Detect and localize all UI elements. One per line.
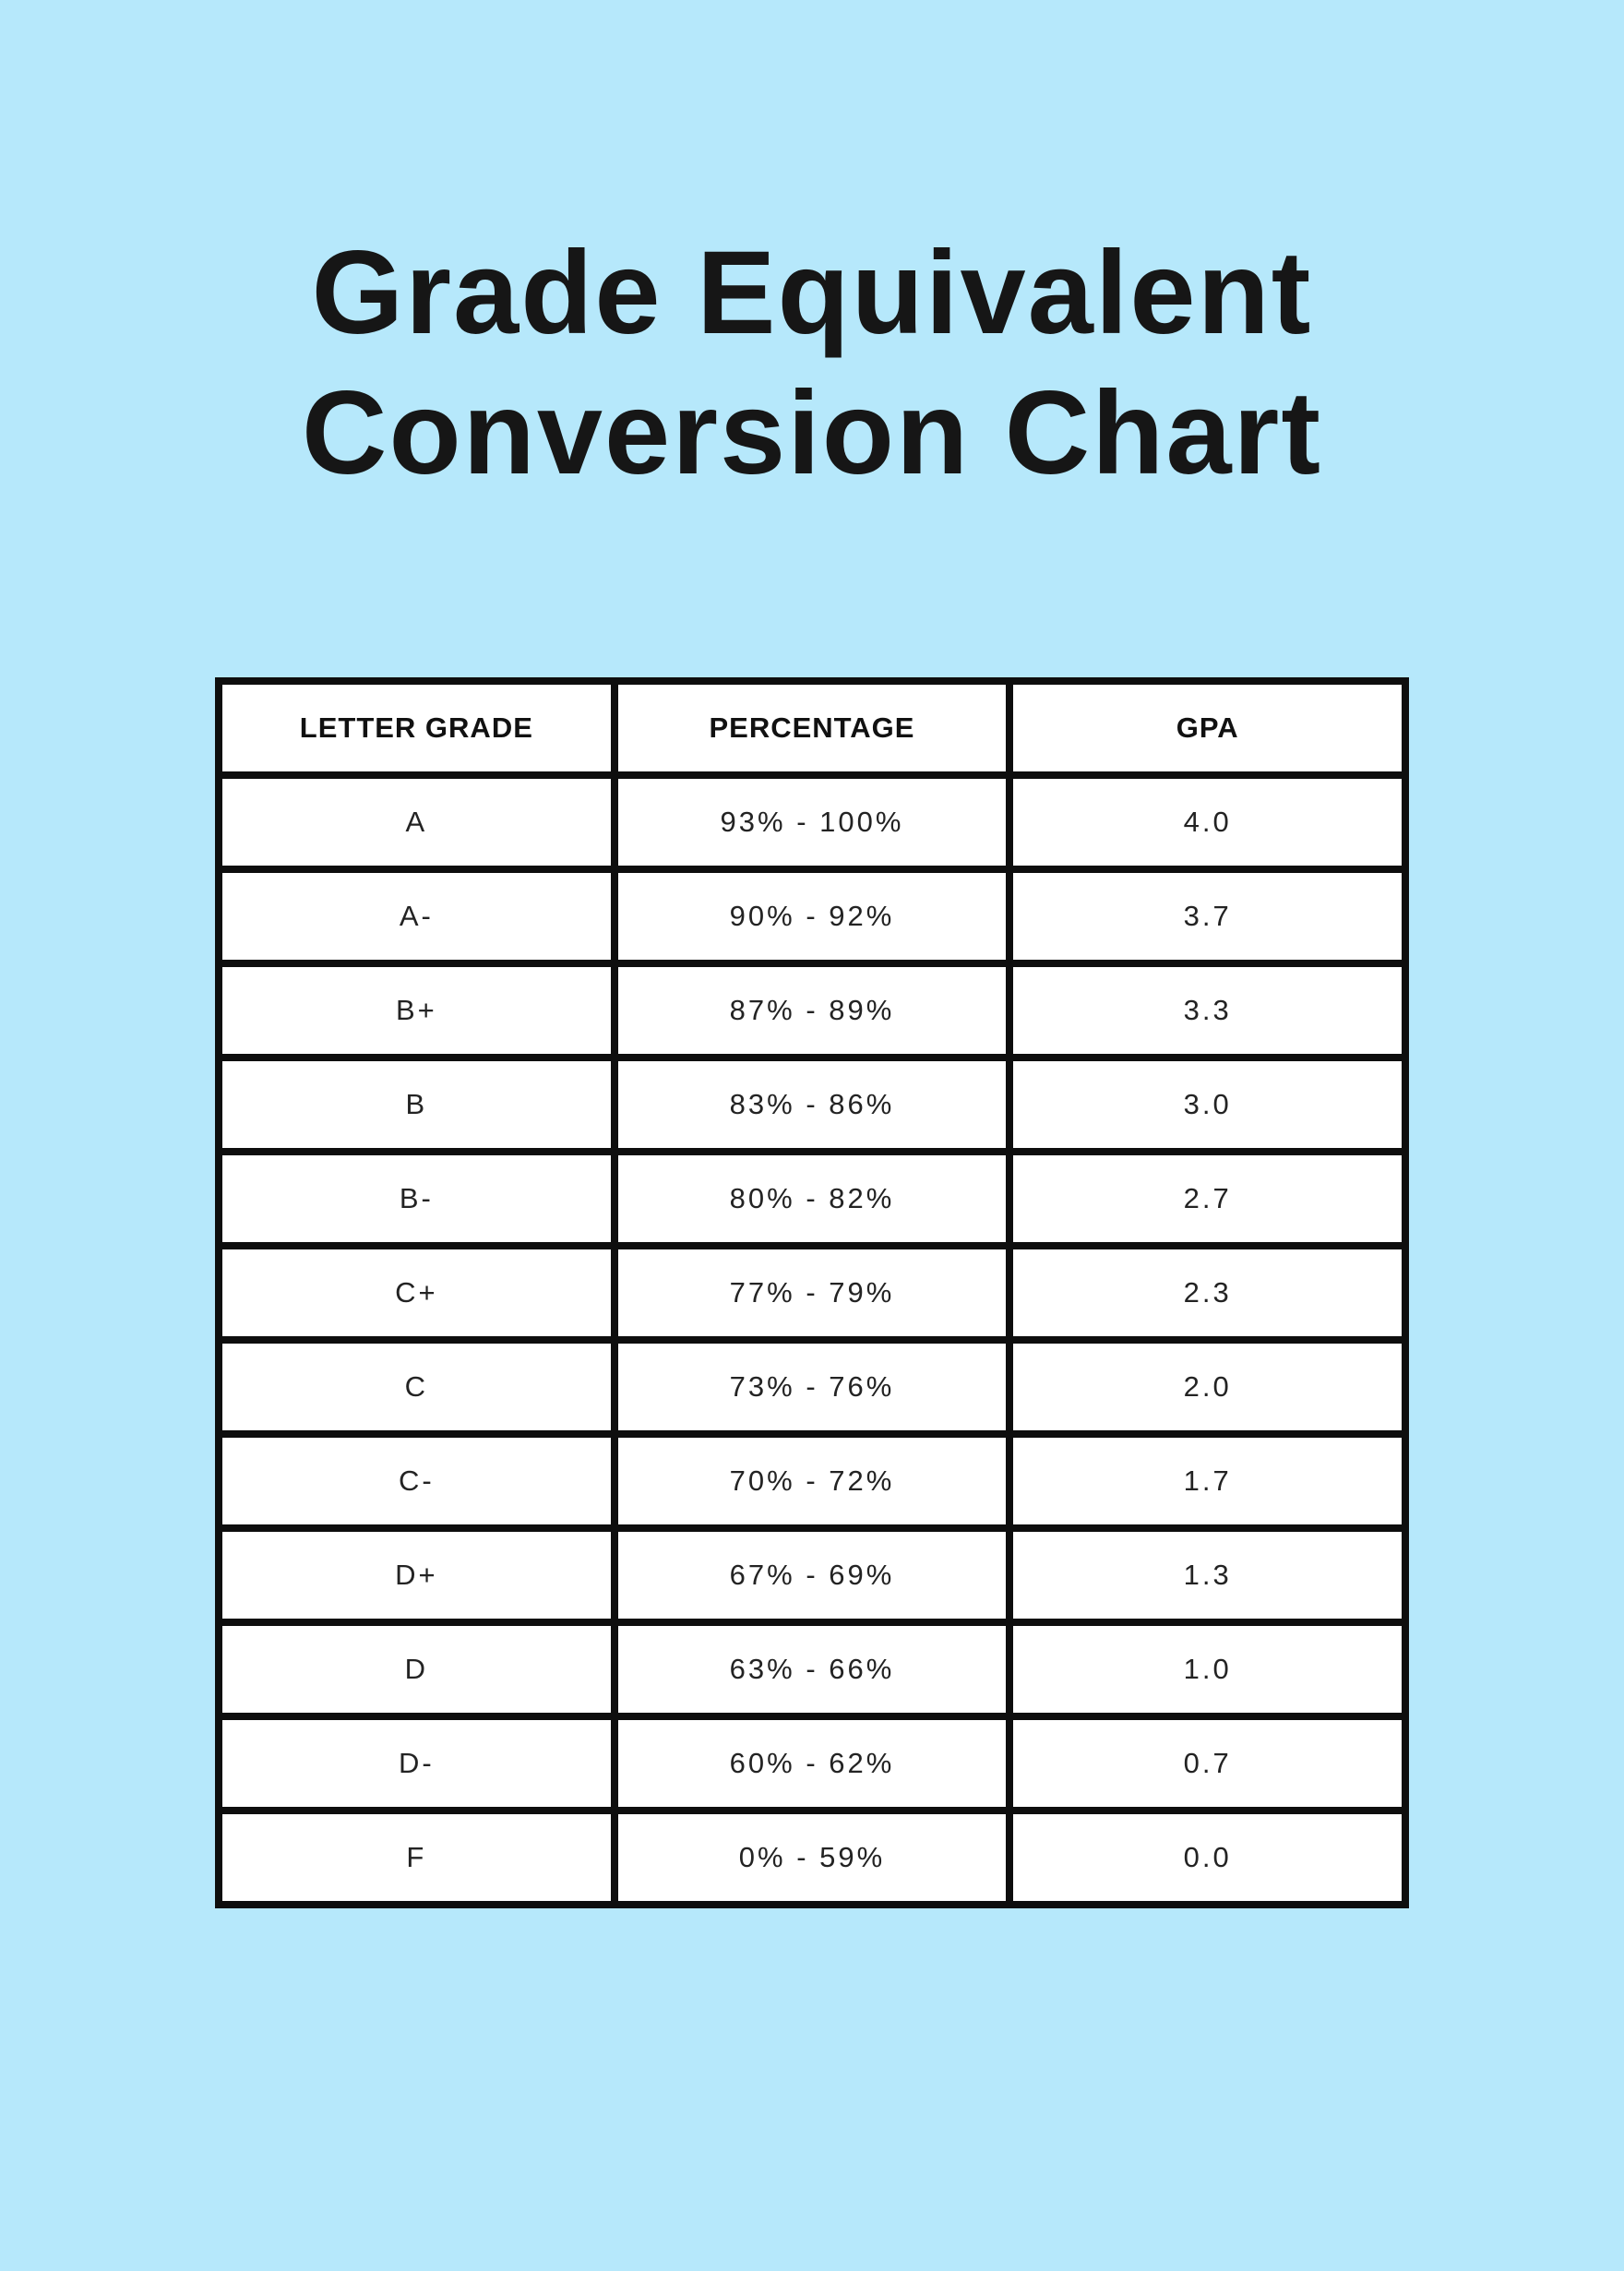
table-row: F 0% - 59% 0.0 [215, 1807, 1409, 1908]
letter-grade-cell: F [215, 1807, 618, 1908]
gpa-cell: 2.0 [1006, 1336, 1409, 1438]
letter-grade-cell: D- [215, 1713, 618, 1814]
gpa-cell: 3.7 [1006, 866, 1409, 967]
letter-grade-cell: C- [215, 1430, 618, 1532]
letter-grade-cell: D+ [215, 1524, 618, 1626]
percentage-cell: 87% - 89% [610, 960, 1014, 1061]
gpa-cell: 3.0 [1006, 1054, 1409, 1155]
letter-grade-cell: D [215, 1619, 618, 1720]
percentage-cell: 93% - 100% [610, 771, 1014, 873]
table-row: B- 80% - 82% 2.7 [215, 1148, 1409, 1249]
percentage-cell: 0% - 59% [610, 1807, 1014, 1908]
gpa-cell: 0.0 [1006, 1807, 1409, 1908]
letter-grade-cell: C+ [215, 1242, 618, 1344]
table-row: B+ 87% - 89% 3.3 [215, 960, 1409, 1061]
percentage-cell: 77% - 79% [610, 1242, 1014, 1344]
table-row: C 73% - 76% 2.0 [215, 1336, 1409, 1438]
percentage-cell: 73% - 76% [610, 1336, 1014, 1438]
table-row: C+ 77% - 79% 2.3 [215, 1242, 1409, 1344]
page-title: Grade Equivalent Conversion Chart [0, 0, 1624, 504]
letter-grade-cell: A- [215, 866, 618, 967]
header-letter-grade: LETTER GRADE [215, 677, 618, 779]
gpa-cell: 2.7 [1006, 1148, 1409, 1249]
table-row: C- 70% - 72% 1.7 [215, 1430, 1409, 1532]
percentage-cell: 63% - 66% [610, 1619, 1014, 1720]
letter-grade-cell: B+ [215, 960, 618, 1061]
gpa-cell: 3.3 [1006, 960, 1409, 1061]
gpa-cell: 1.7 [1006, 1430, 1409, 1532]
letter-grade-cell: A [215, 771, 618, 873]
grade-table-body: A 93% - 100% 4.0 A- 90% - 92% 3.7 B+ 87% - 89% 3… [215, 771, 1409, 1908]
gpa-cell: 4.0 [1006, 771, 1409, 873]
percentage-cell: 60% - 62% [610, 1713, 1014, 1814]
percentage-cell: 80% - 82% [610, 1148, 1014, 1249]
grade-table-header: LETTER GRADE PERCENTAGE GPA [215, 677, 1409, 779]
percentage-cell: 67% - 69% [610, 1524, 1014, 1626]
letter-grade-cell: B [215, 1054, 618, 1155]
letter-grade-cell: C [215, 1336, 618, 1438]
gpa-cell: 0.7 [1006, 1713, 1409, 1814]
table-row: D- 60% - 62% 0.7 [215, 1713, 1409, 1814]
percentage-cell: 83% - 86% [610, 1054, 1014, 1155]
percentage-cell: 70% - 72% [610, 1430, 1014, 1532]
table-row: D 63% - 66% 1.0 [215, 1619, 1409, 1720]
table-row: A- 90% - 92% 3.7 [215, 866, 1409, 967]
percentage-cell: 90% - 92% [610, 866, 1014, 967]
gpa-cell: 1.0 [1006, 1619, 1409, 1720]
header-gpa: GPA [1006, 677, 1409, 779]
header-percentage: PERCENTAGE [610, 677, 1014, 779]
header-row: LETTER GRADE PERCENTAGE GPA [215, 677, 1409, 779]
grade-conversion-table: LETTER GRADE PERCENTAGE GPA A 93% - 100% 4… [215, 677, 1409, 1908]
gpa-cell: 2.3 [1006, 1242, 1409, 1344]
table-row: A 93% - 100% 4.0 [215, 771, 1409, 873]
table-row: B 83% - 86% 3.0 [215, 1054, 1409, 1155]
table-row: D+ 67% - 69% 1.3 [215, 1524, 1409, 1626]
page-title-line2: Conversion Chart [302, 367, 1322, 499]
page-title-line1: Grade Equivalent [311, 227, 1313, 359]
letter-grade-cell: B- [215, 1148, 618, 1249]
gpa-cell: 1.3 [1006, 1524, 1409, 1626]
